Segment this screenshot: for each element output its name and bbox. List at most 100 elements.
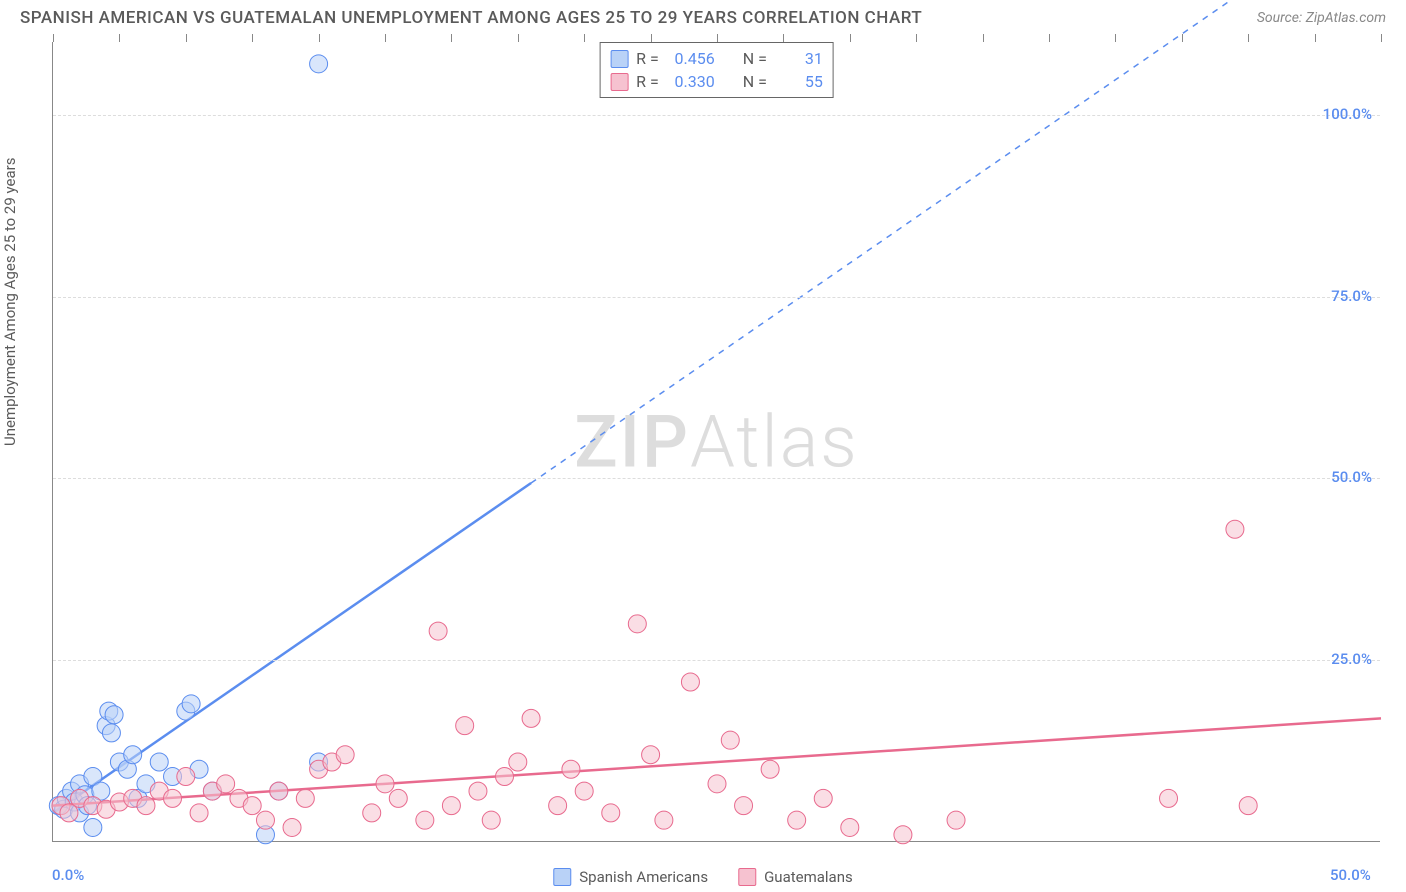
x-minor-tick: [983, 34, 984, 42]
y-axis-title: Unemployment Among Ages 25 to 29 years: [1, 158, 19, 446]
scatter-point: [270, 782, 288, 800]
n-value: 31: [775, 49, 823, 68]
source-text: Source: ZipAtlas.com: [1257, 10, 1386, 26]
scatter-point: [496, 768, 514, 786]
scatter-point: [296, 789, 314, 807]
scatter-point: [164, 789, 182, 807]
scatter-point: [389, 789, 407, 807]
x-minor-tick: [1248, 34, 1249, 42]
x-tick-label: 0.0%: [52, 866, 84, 884]
scatter-point: [456, 717, 474, 735]
scatter-point: [1160, 789, 1178, 807]
legend-swatch: [553, 868, 571, 886]
scatter-point: [190, 804, 208, 822]
x-minor-tick: [783, 34, 784, 42]
r-label: R =: [636, 49, 659, 68]
n-value: 55: [775, 72, 823, 91]
scatter-point: [947, 811, 965, 829]
r-value: 0.456: [667, 49, 715, 68]
scatter-point: [482, 811, 500, 829]
scatter-point: [841, 818, 859, 836]
legend-label: Guatemalans: [764, 868, 853, 886]
scatter-svg: [53, 42, 1380, 841]
x-minor-tick: [584, 34, 585, 42]
scatter-point: [1226, 520, 1244, 538]
scatter-point: [376, 775, 394, 793]
scatter-point: [84, 818, 102, 836]
scatter-point: [137, 797, 155, 815]
x-minor-tick: [1115, 34, 1116, 42]
scatter-point: [681, 673, 699, 691]
chart-plot-area: ZIPAtlas R =0.456N =31R =0.330N =55 25.0…: [52, 42, 1380, 842]
x-tick-label: 50.0%: [1330, 866, 1371, 884]
scatter-point: [761, 760, 779, 778]
gridline: [53, 478, 1380, 479]
x-minor-tick: [850, 34, 851, 42]
scatter-point: [509, 753, 527, 771]
scatter-point: [124, 746, 142, 764]
stat-legend-row: R = 0.456 N = 31: [610, 47, 823, 70]
scatter-point: [814, 789, 832, 807]
gridline: [53, 115, 1380, 116]
x-minor-tick: [717, 34, 718, 42]
x-minor-tick: [186, 34, 187, 42]
scatter-point: [243, 797, 261, 815]
scatter-point: [102, 724, 120, 742]
scatter-point: [363, 804, 381, 822]
scatter-point: [283, 818, 301, 836]
r-value: 0.330: [667, 72, 715, 91]
title-bar: SPANISH AMERICAN VS GUATEMALAN UNEMPLOYM…: [0, 0, 1406, 32]
legend-swatch: [738, 868, 756, 886]
x-minor-tick: [916, 34, 917, 42]
scatter-point: [575, 782, 593, 800]
scatter-point: [655, 811, 673, 829]
x-minor-tick: [1182, 34, 1183, 42]
scatter-point: [256, 811, 274, 829]
scatter-point: [549, 797, 567, 815]
legend-swatch: [610, 50, 628, 68]
correlation-legend: R = 0.456 N = 31 R = 0.330 N = 55: [599, 42, 834, 98]
scatter-point: [416, 811, 434, 829]
scatter-point: [217, 775, 235, 793]
scatter-point: [788, 811, 806, 829]
scatter-point: [310, 55, 328, 73]
legend-item: Guatemalans: [738, 868, 853, 886]
scatter-point: [562, 760, 580, 778]
x-minor-tick: [1381, 34, 1382, 42]
x-minor-tick: [319, 34, 320, 42]
stat-legend-row: R = 0.330 N = 55: [610, 70, 823, 93]
scatter-point: [708, 775, 726, 793]
legend-swatch: [610, 73, 628, 91]
scatter-point: [894, 826, 912, 844]
legend-label: Spanish Americans: [579, 868, 708, 886]
x-minor-tick: [53, 34, 54, 42]
legend-item: Spanish Americans: [553, 868, 708, 886]
chart-title: SPANISH AMERICAN VS GUATEMALAN UNEMPLOYM…: [20, 8, 922, 28]
n-label: N =: [743, 49, 767, 68]
x-minor-tick: [385, 34, 386, 42]
scatter-point: [628, 615, 646, 633]
x-minor-tick: [1049, 34, 1050, 42]
x-minor-tick: [651, 34, 652, 42]
scatter-point: [105, 706, 123, 724]
scatter-point: [182, 695, 200, 713]
x-minor-tick: [518, 34, 519, 42]
scatter-point: [442, 797, 460, 815]
series-legend: Spanish Americans Guatemalans: [553, 868, 852, 886]
scatter-point: [1239, 797, 1257, 815]
x-minor-tick: [1315, 34, 1316, 42]
x-minor-tick: [252, 34, 253, 42]
scatter-point: [522, 709, 540, 727]
scatter-point: [469, 782, 487, 800]
x-minor-tick: [119, 34, 120, 42]
scatter-point: [642, 746, 660, 764]
r-label: R =: [636, 72, 659, 91]
gridline: [53, 297, 1380, 298]
x-minor-tick: [451, 34, 452, 42]
scatter-point: [602, 804, 620, 822]
n-label: N =: [743, 72, 767, 91]
scatter-point: [336, 746, 354, 764]
scatter-point: [150, 753, 168, 771]
scatter-point: [721, 731, 739, 749]
scatter-point: [429, 622, 447, 640]
